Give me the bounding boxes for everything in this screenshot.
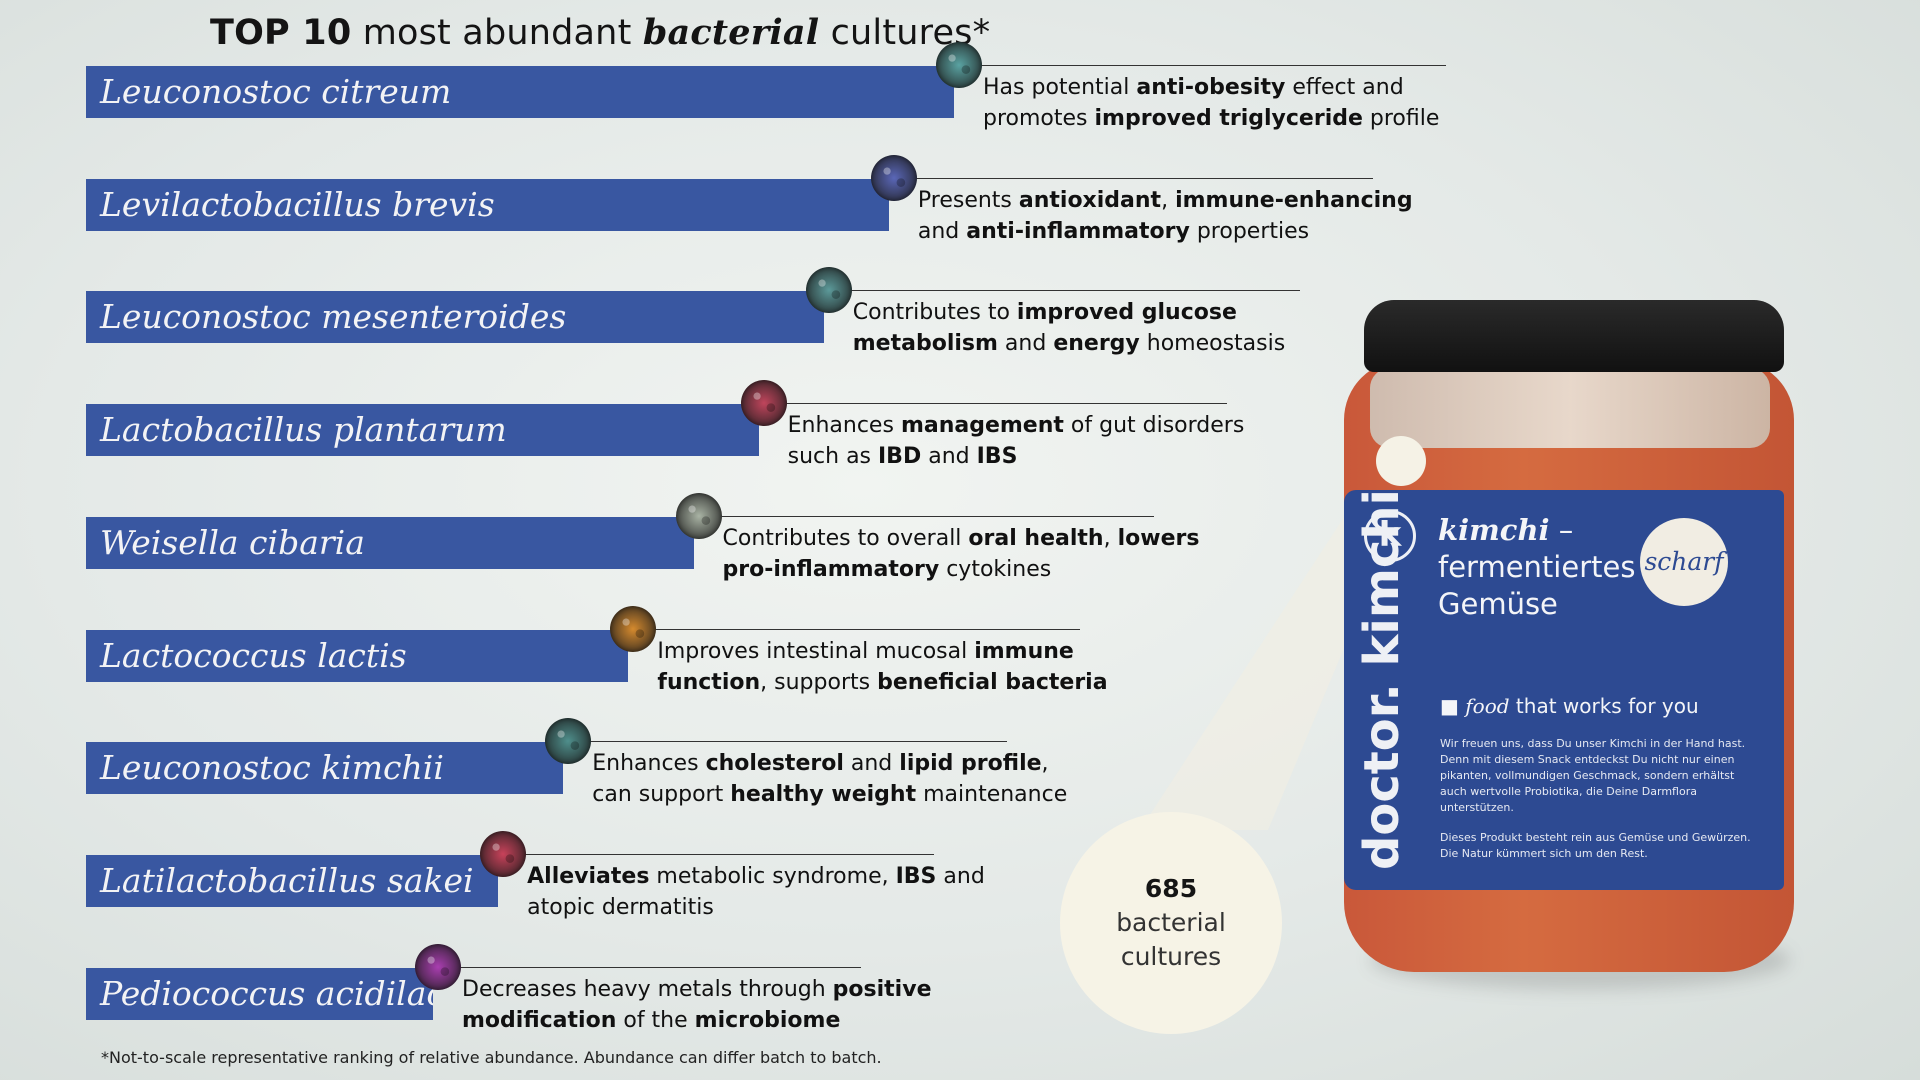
- tagline: ■ food that works for you: [1440, 694, 1699, 718]
- footnote: *Not-to-scale representative ranking of …: [101, 1048, 882, 1067]
- label-body-text: Wir freuen uns, dass Du unser Kimchi in …: [1440, 736, 1760, 816]
- culture-count-circle: 685 bacterial cultures: [1060, 812, 1282, 1034]
- jar-neck: [1370, 368, 1770, 448]
- product-name: kimchi – fermentiertes Gemüse: [1438, 512, 1635, 623]
- kimchi-jar-image: k doctor. kimchi kimchi – fermentiertes …: [1330, 290, 1800, 1010]
- brand-vertical: doctor. kimchi: [1344, 570, 1424, 870]
- jar-lid: [1364, 300, 1784, 372]
- culture-count-label: bacterial cultures: [1090, 906, 1252, 974]
- label-body-text-2: Dieses Produkt besteht rein aus Gemüse u…: [1440, 830, 1760, 862]
- culture-count-value: 685: [1060, 874, 1282, 903]
- scharf-badge: scharf: [1640, 518, 1728, 606]
- highlight-dot: [1376, 436, 1426, 486]
